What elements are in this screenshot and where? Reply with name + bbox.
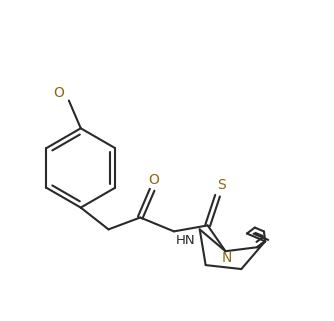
Text: HN: HN	[176, 234, 195, 247]
Text: O: O	[149, 173, 160, 187]
Text: O: O	[53, 86, 64, 100]
Text: N: N	[221, 251, 232, 265]
Text: S: S	[217, 178, 226, 192]
